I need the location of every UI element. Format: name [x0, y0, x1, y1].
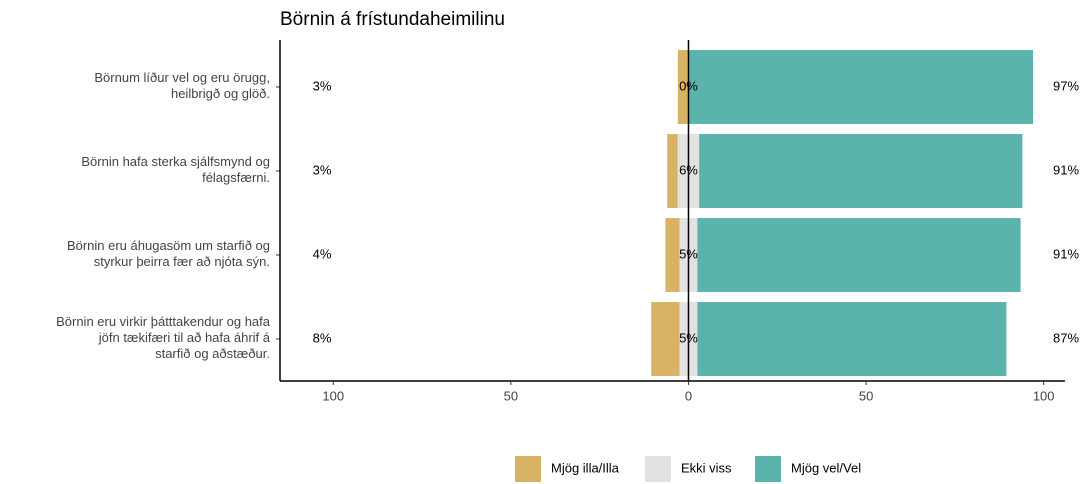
- bar-segment: [677, 50, 689, 124]
- x-tick-label: 50: [859, 388, 873, 403]
- legend-swatch: [515, 456, 541, 482]
- value-label: 4%: [313, 246, 332, 261]
- x-tick-label: 0: [685, 388, 692, 403]
- bar-segment: [651, 302, 680, 376]
- x-tick-label: 100: [1033, 388, 1055, 403]
- bar-segment: [697, 218, 1021, 292]
- value-label: 87%: [1053, 330, 1079, 345]
- bar-segment: [665, 218, 680, 292]
- x-tick-label: 50: [504, 388, 518, 403]
- value-label: 3%: [313, 78, 332, 93]
- value-label: 91%: [1053, 246, 1079, 261]
- value-label: 3%: [313, 162, 332, 177]
- legend-swatch: [645, 456, 671, 482]
- category-label: Börnin eru áhugasöm um starfið og styrkur…: [67, 238, 270, 269]
- value-label: 97%: [1053, 78, 1079, 93]
- x-tick-label: 100: [322, 388, 344, 403]
- value-label: 8%: [313, 330, 332, 345]
- chart-title: Börnin á frístundaheimilinu: [280, 9, 505, 30]
- category-label: Börnum líður vel og eru örugg, heilbrigð …: [94, 70, 270, 101]
- legend-label: Mjög vel/Vel: [791, 460, 861, 475]
- legend-swatch: [755, 456, 781, 482]
- bar-segment: [697, 302, 1007, 376]
- legend-label: Ekki viss: [681, 460, 732, 475]
- legend-label: Mjög illa/Illa: [551, 460, 620, 475]
- category-label: Börnin hafa sterka sjálfsmynd og félagsfæ…: [81, 154, 270, 185]
- category-label: Börnin eru virkir þátttakendur og hafa jö…: [56, 314, 271, 361]
- bar-segment: [699, 134, 1023, 208]
- bar-segment: [688, 50, 1034, 124]
- value-label: 91%: [1053, 162, 1079, 177]
- bar-segment: [667, 134, 678, 208]
